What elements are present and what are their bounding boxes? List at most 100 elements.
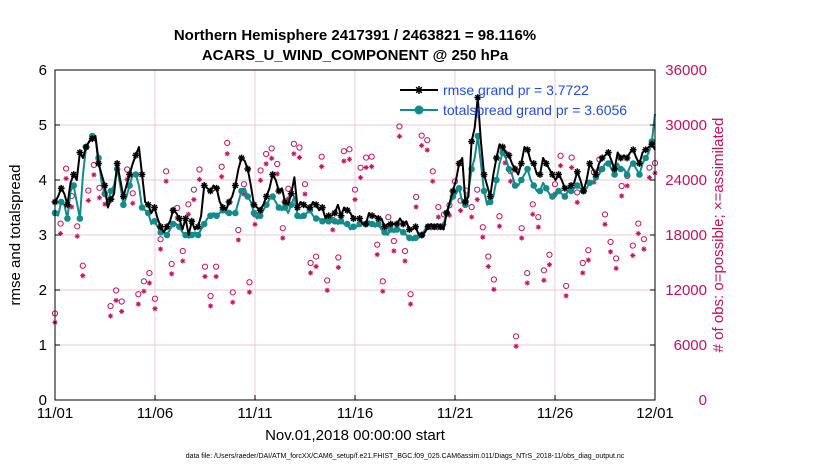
star-stroke — [415, 86, 423, 94]
obs-assimilated-point — [519, 235, 525, 241]
obs-assimilated-point — [619, 193, 625, 199]
obs-possible-point — [240, 181, 247, 188]
obs-assimilated-point — [319, 163, 325, 170]
rmse-point — [64, 201, 71, 209]
rmse-point — [493, 154, 500, 162]
rmse-point — [82, 143, 90, 151]
obs-assimilated-point — [191, 196, 197, 203]
rmse-point — [188, 217, 196, 225]
obs-assimilated-point — [280, 235, 286, 241]
obs-possible-point — [646, 164, 653, 171]
rmse-point — [275, 187, 283, 195]
rmse-point — [113, 160, 121, 167]
obs-possible-point — [290, 140, 297, 147]
obs-possible-point — [157, 236, 164, 243]
obs-assimilated-point — [641, 246, 647, 252]
star-stroke — [176, 215, 183, 222]
obs-possible-point — [107, 302, 114, 310]
totalspread-point — [232, 209, 239, 217]
right-tick-label-3: 18000 — [665, 227, 707, 244]
rmse-point — [169, 206, 177, 214]
totalspread-point — [269, 193, 276, 200]
obs-possible-point — [179, 247, 186, 255]
rmse-point — [157, 223, 165, 231]
star-stroke — [331, 210, 338, 216]
star-stroke — [418, 232, 425, 238]
star-stroke — [593, 171, 599, 178]
totalspread-point — [524, 165, 531, 173]
star-stroke — [425, 223, 431, 230]
obs-possible-point — [640, 236, 647, 243]
obs-assimilated-point — [346, 156, 353, 162]
rmse-point — [505, 151, 513, 159]
totalspread-point — [275, 204, 283, 211]
obs-assimilated-point — [135, 301, 141, 307]
x-tick-label-3: 11/16 — [337, 405, 373, 422]
x-tick-label-0: 11/01 — [37, 405, 73, 422]
star-stroke — [648, 141, 655, 148]
star-stroke — [313, 201, 320, 208]
totalspread-point — [213, 212, 220, 220]
obs-assimilated-point — [296, 154, 303, 161]
rmse-point — [244, 165, 252, 173]
obs-assimilated-point — [130, 200, 136, 206]
star-stroke — [617, 155, 624, 161]
obs-assimilated-point — [335, 264, 341, 271]
star-stroke — [456, 160, 463, 167]
left-tick-label-2: 2 — [39, 282, 47, 299]
obs-assimilated-point — [585, 257, 591, 263]
star-stroke — [101, 182, 108, 189]
left-tick-label-0: 0 — [39, 392, 47, 409]
rmse-point — [573, 168, 581, 176]
obs-assimilated-point — [80, 273, 86, 279]
rmse-point — [356, 215, 364, 222]
totalspread-point — [505, 165, 513, 173]
obs-possible-point — [524, 269, 531, 277]
totalspread-point — [617, 165, 625, 173]
obs-possible-point — [163, 168, 170, 175]
star-stroke — [599, 155, 606, 161]
obs-assimilated-point — [235, 237, 241, 243]
obs-possible-point — [335, 254, 342, 261]
rmse-point — [269, 171, 277, 178]
star-stroke — [325, 212, 332, 219]
star-stroke — [219, 204, 226, 211]
star-stroke — [132, 152, 139, 159]
obs-possible-point — [340, 148, 347, 155]
totalspread-point — [300, 212, 308, 220]
star-stroke — [126, 171, 133, 178]
totalspread-point — [331, 217, 339, 225]
star-stroke — [537, 171, 543, 178]
x-tick-label-4: 11/21 — [437, 405, 473, 422]
rmse-point — [387, 220, 395, 228]
obs-possible-point — [635, 220, 642, 227]
obs-assimilated-point — [330, 227, 336, 233]
rmse-point — [499, 143, 507, 151]
star-stroke — [238, 155, 245, 161]
rmse-point — [443, 209, 451, 217]
obs-assimilated-point — [380, 288, 386, 294]
obs-possible-point — [229, 289, 236, 296]
rmse-point — [468, 138, 475, 145]
obs-possible-point — [563, 282, 570, 290]
rmse-point — [368, 212, 376, 220]
obs-assimilated-point — [246, 289, 253, 295]
totalspread-point — [629, 160, 637, 167]
star-stroke — [207, 188, 214, 194]
totalspread-point — [381, 228, 388, 236]
rmse-point — [592, 171, 600, 178]
obs-assimilated-point — [613, 265, 619, 271]
star-stroke — [518, 160, 525, 167]
obs-possible-point — [57, 220, 64, 227]
obs-possible-point — [196, 166, 203, 173]
totalspread-point — [194, 231, 202, 239]
obs-assimilated-point — [557, 163, 564, 169]
star-stroke — [164, 223, 170, 230]
totalspread-point — [486, 198, 494, 206]
obs-possible-point — [529, 201, 536, 208]
star-stroke — [549, 171, 556, 178]
obs-assimilated-point — [630, 252, 636, 259]
left-tick-label-3: 3 — [39, 227, 47, 244]
obs-possible-point — [579, 259, 586, 267]
rmse-point — [213, 184, 221, 192]
